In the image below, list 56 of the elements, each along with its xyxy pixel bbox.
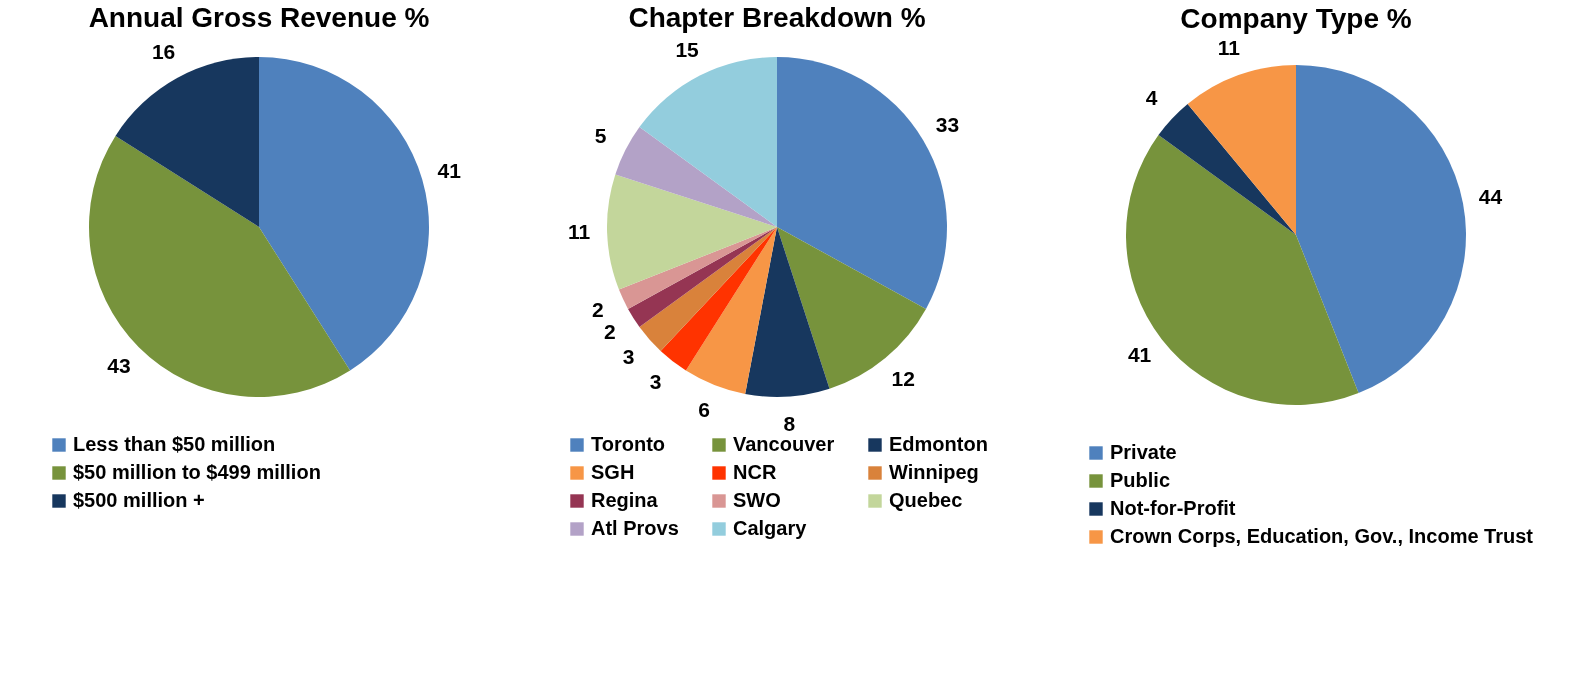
- pie-slice: [639, 227, 777, 351]
- pie-slice: [259, 57, 429, 371]
- pie-slice: [615, 127, 777, 227]
- data-label: 6: [698, 398, 710, 422]
- pie-slice: [1126, 135, 1359, 405]
- data-label: 5: [594, 124, 607, 148]
- data-label: 2: [603, 320, 616, 344]
- legend-label: Regina: [591, 489, 659, 511]
- data-label: 3: [622, 344, 635, 368]
- pie-slice: [1296, 65, 1466, 394]
- data-label: 44: [1478, 184, 1503, 208]
- data-label: 41: [437, 158, 462, 182]
- legend-label: Public: [1110, 469, 1171, 491]
- legend-label: Calgary: [733, 517, 808, 539]
- legend-label: Less than $50 million: [73, 433, 276, 455]
- data-label: 43: [107, 354, 131, 378]
- pie-slice: [1187, 65, 1296, 235]
- legend-label: SWO: [733, 489, 781, 511]
- data-label: 8: [783, 411, 796, 435]
- legend-label: Atl Provs: [591, 517, 679, 539]
- legend-label: $50 million to $499 million: [73, 461, 321, 483]
- pie-slice: [607, 174, 777, 290]
- pie-slice: [660, 227, 777, 371]
- chart-title: Company Type %: [1180, 2, 1412, 34]
- legend-label: NCR: [733, 461, 777, 483]
- data-label: 16: [151, 40, 176, 64]
- pie-slice: [777, 227, 926, 389]
- data-label: 11: [568, 220, 591, 244]
- legend-label: $500 million +: [73, 489, 205, 511]
- pie-slice: [639, 57, 777, 227]
- legend-label: Vancouver: [733, 433, 835, 455]
- data-label: 41: [1127, 343, 1152, 367]
- pie-slice: [618, 227, 777, 309]
- pie-slice: [115, 57, 259, 227]
- pie-slice: [685, 227, 777, 394]
- legend-label: Toronto: [591, 433, 666, 455]
- data-label: 33: [935, 113, 960, 137]
- data-label: 11: [1217, 35, 1241, 59]
- pie-slice: [628, 227, 777, 327]
- data-label: 15: [675, 37, 700, 61]
- data-label: 2: [592, 298, 604, 322]
- pie-slice: [745, 227, 830, 397]
- data-label: 4: [1145, 86, 1158, 110]
- legend-label: Edmonton: [889, 433, 988, 455]
- legend-label: Winnipeg: [889, 461, 979, 483]
- legend-label: SGH: [591, 461, 635, 483]
- pie-slice: [1158, 104, 1296, 235]
- legend-label: Crown Corps, Education, Gov., Income Trust: [1110, 525, 1534, 547]
- chart-title: Chapter Breakdown %: [628, 2, 926, 33]
- legend-label: Not-for-Profit: [1110, 497, 1236, 519]
- data-label: 3: [649, 370, 662, 394]
- legend-label: Quebec: [889, 489, 963, 511]
- pie-slice: [89, 135, 351, 397]
- data-label: 12: [891, 366, 915, 390]
- chart-title: Annual Gross Revenue %: [88, 2, 430, 33]
- legend-label: Private: [1110, 441, 1177, 463]
